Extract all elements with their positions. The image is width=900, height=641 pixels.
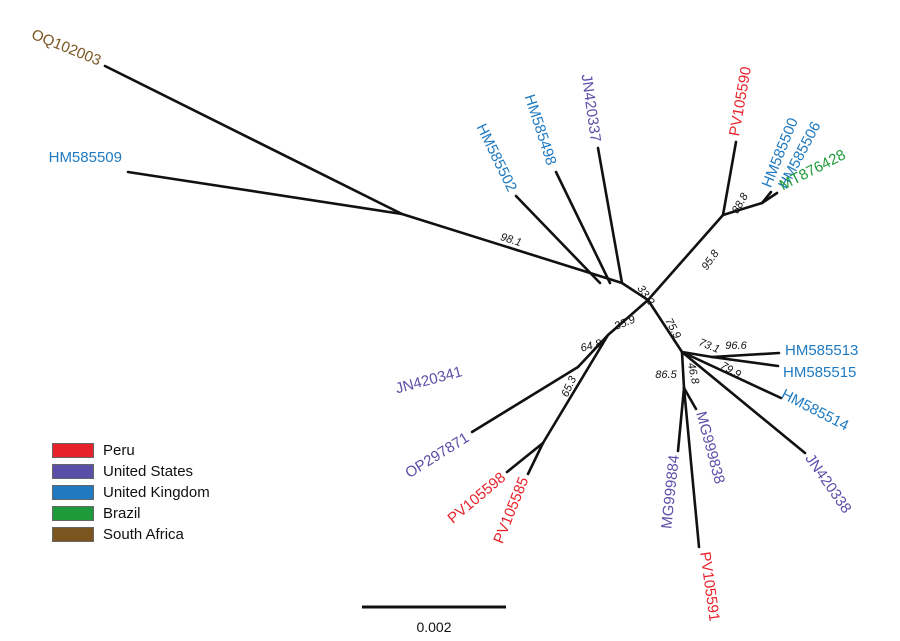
support-value: 86.5 — [655, 369, 677, 381]
legend-label: Peru — [103, 442, 135, 459]
tip-label-oq102003: OQ102003 — [29, 26, 103, 69]
tip-label-mg999884: MG999884 — [658, 454, 683, 530]
legend-item-united-states: United States — [52, 461, 210, 482]
legend-swatch-brazil — [52, 506, 94, 521]
support-value: 33.2 — [634, 283, 656, 307]
tree-branch — [710, 351, 781, 359]
tree-branch — [680, 350, 714, 359]
tree-branch — [505, 441, 545, 474]
tree-branch — [682, 386, 698, 411]
tree-branch — [400, 212, 624, 285]
legend-label: United States — [103, 463, 194, 480]
tree-branch — [682, 386, 701, 549]
tip-label-jn420341: JN420341 — [394, 363, 464, 397]
tree-branch — [646, 298, 684, 354]
support-value: 35.9 — [613, 314, 637, 333]
tip-label-mg999838: MG999838 — [692, 410, 728, 486]
support-value: 73.1 — [697, 337, 721, 356]
tree-branch — [526, 441, 545, 476]
tree-branches — [103, 64, 807, 549]
tip-label-pv105591: PV105591 — [696, 551, 723, 623]
tree-branch — [676, 386, 686, 453]
tree-branch — [721, 201, 764, 217]
tree-branch — [680, 350, 783, 400]
support-value: 95.8 — [699, 247, 722, 272]
tip-label-pv105590: PV105590 — [726, 65, 755, 137]
legend-item-south-africa: South Africa — [52, 524, 210, 545]
legend: Peru United States United Kingdom Brazil… — [52, 440, 210, 545]
tree-branch — [470, 365, 580, 434]
tree-branch — [646, 213, 725, 302]
tree-branch — [126, 170, 404, 216]
support-value: 96.6 — [725, 340, 747, 352]
tree-branch — [680, 350, 686, 390]
tree-branch — [596, 146, 624, 285]
scale-bar: 0.002 — [362, 605, 506, 635]
legend-swatch-south-africa — [52, 527, 94, 542]
legend-item-peru: Peru — [52, 440, 210, 461]
tree-branch — [606, 298, 650, 337]
tip-label-op297871: OP297871 — [402, 429, 472, 481]
tip-label-hm585515: HM585515 — [783, 364, 856, 381]
tree-branch — [541, 333, 610, 445]
legend-label: United Kingdom — [103, 484, 210, 501]
support-value: 64.8 — [579, 337, 604, 354]
tree-branch — [514, 194, 602, 285]
legend-item-brazil: Brazil — [52, 503, 210, 524]
legend-swatch-united-kingdom — [52, 485, 94, 500]
tree-branch — [620, 281, 650, 302]
tip-label-jn420337: JN420337 — [578, 73, 604, 143]
tip-label-hm585509: HM585509 — [49, 149, 122, 166]
tip-label-hm585514: HM585514 — [778, 386, 851, 434]
support-value: 88.8 — [730, 190, 752, 215]
tip-label-hm585498: HM585498 — [521, 92, 560, 167]
tree-branch — [760, 191, 779, 205]
tip-label-hm585513: HM585513 — [785, 342, 858, 359]
tip-label-jn420338: JN420338 — [801, 451, 854, 517]
tree-branch — [710, 355, 780, 368]
legend-label: Brazil — [103, 505, 141, 522]
tree-branch — [554, 170, 612, 285]
support-value: 46.8 — [685, 362, 701, 386]
tree-branch — [721, 140, 738, 217]
tip-label-hm585502: HM585502 — [473, 121, 520, 194]
legend-label: South Africa — [103, 526, 184, 543]
legend-swatch-united-states — [52, 464, 94, 479]
scale-bar-label: 0.002 — [416, 619, 451, 635]
tree-branch — [680, 350, 807, 455]
tree-branch — [576, 333, 610, 369]
legend-swatch-peru — [52, 443, 94, 458]
tree-branch — [103, 64, 404, 216]
legend-item-united-kingdom: United Kingdom — [52, 482, 210, 503]
